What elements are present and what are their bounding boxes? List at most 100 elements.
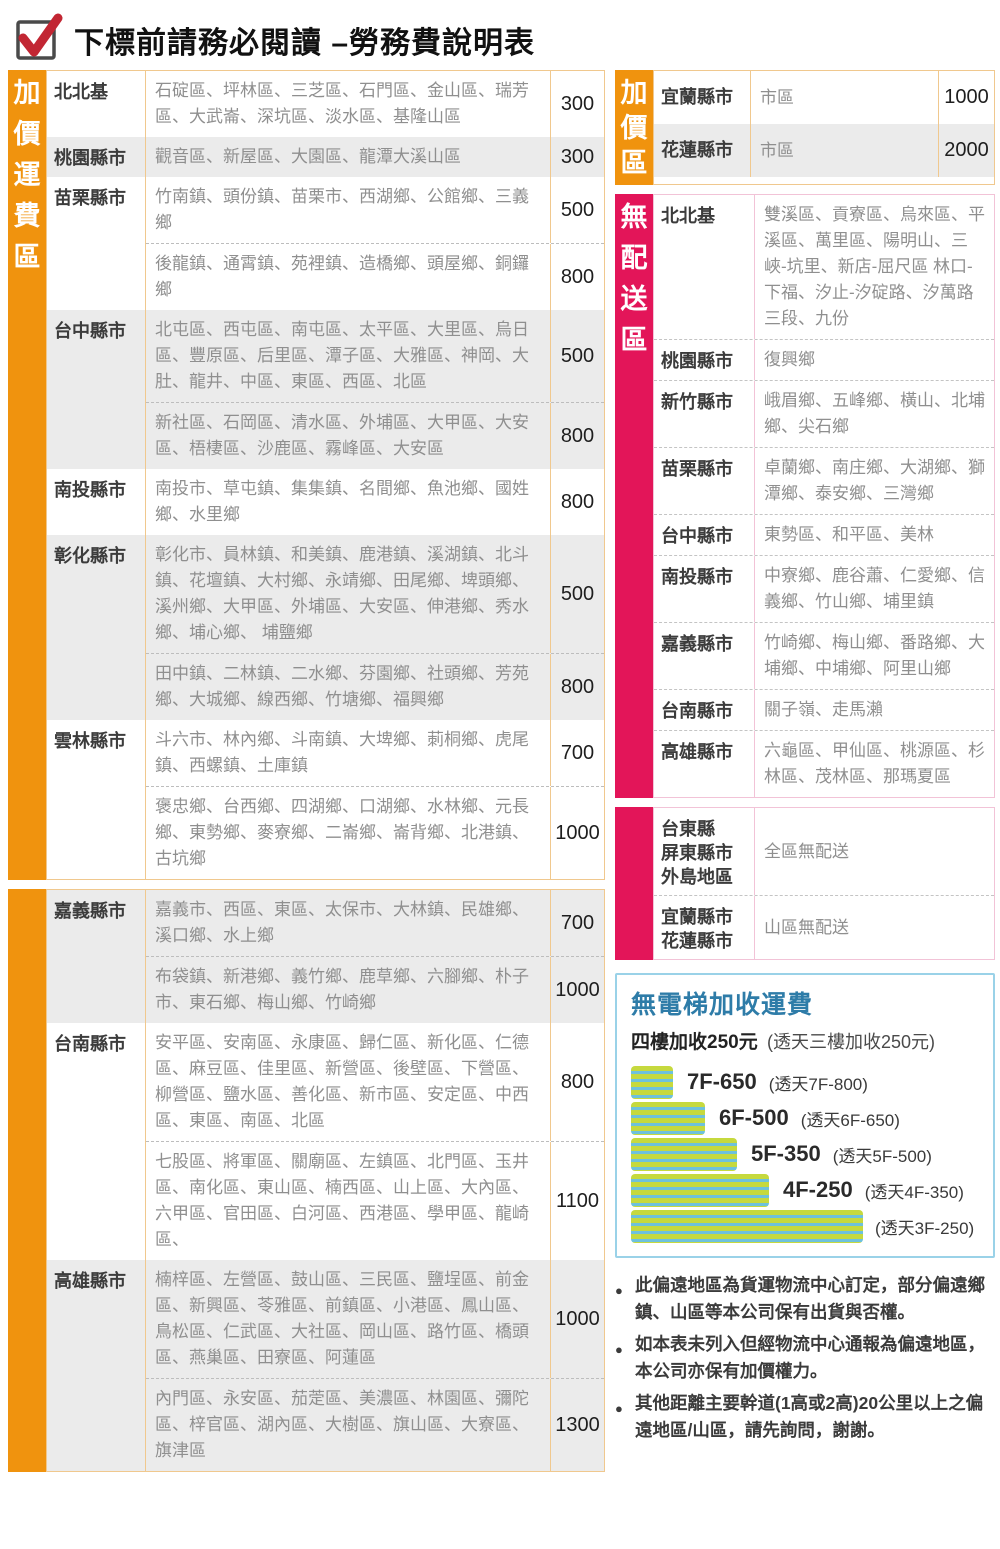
price-cell: 800 (550, 1023, 604, 1141)
entries-column: 石碇區、坪林區、三芝區、石門區、金山區、瑞芳區、大武崙、深坑區、淡水區、基隆山區… (145, 71, 604, 137)
table-row: 台東縣 屏東縣市 外島地區 全區無配送 (654, 808, 994, 895)
fee-entry-row: 褒忠鄉、台西鄉、四湖鄉、口湖鄉、水林鄉、元長鄉、東勢鄉、麥寮鄉、二崙鄉、崙背鄉、… (146, 786, 604, 879)
price-cell: 800 (550, 654, 604, 720)
price-cell: 1000 (550, 787, 604, 879)
footnote-text: 如本表未列入但經物流中心通報為偏遠地區，本公司亦保有加價權力。 (635, 1334, 985, 1381)
fee-entry-row: 楠梓區、左營區、鼓山區、三民區、鹽埕區、前金區、新興區、苓雅區、前鎮區、小港區、… (146, 1260, 604, 1378)
area-list-cell: 楠梓區、左營區、鼓山區、三民區、鹽埕區、前金區、新興區、苓雅區、前鎮區、小港區、… (155, 1270, 529, 1367)
area-list-text: 東勢區、和平區、美林 (764, 525, 934, 544)
no-delivery-table: 台東縣 屏東縣市 外島地區 全區無配送 宜蘭縣市 花蓮縣市 山區無配送 (653, 807, 995, 960)
footnotes: ● 此偏遠地區為貨運物流中心訂定，部分偏遠鄉鎮、山區等本公司保有出貨與否權。 ● 如本… (615, 1272, 995, 1444)
fee-entry-row: 南投市、草屯鎮、集集鎮、名間鄉、魚池鄉、國姓鄉、水里鄉 800 (146, 469, 604, 535)
fee-entry-row: 嘉義市、西區、東區、太保市、大林鎮、民雄鄉、溪口鄉、水上鄉 700 (146, 890, 604, 956)
table-row: 宜蘭縣市 花蓮縣市 山區無配送 (654, 895, 994, 959)
section-vertical-label (8, 889, 46, 1472)
fee-entry-row: 彰化市、員林鎮、和美鎮、鹿港鎮、溪湖鎮、北斗鎮、花壇鎮、大村鄉、永靖鄉、田尾鄉、… (146, 535, 604, 653)
fee-entry-row: 內門區、永安區、茄萣區、美濃區、林園區、彌陀區、梓官區、湖內區、大樹區、旗山區、… (146, 1378, 604, 1471)
area-list-cell: 東勢區、和平區、美林 (754, 515, 994, 555)
table-row: 台中縣市 北屯區、西屯區、南屯區、太平區、大里區、烏日區、豐原區、后里區、潭子區、… (47, 310, 604, 469)
region-name-cell: 嘉義縣市 (54, 901, 126, 921)
region-name-cell: 北北基 (661, 206, 715, 226)
fee-entry-row: 斗六市、林內鄉、斗南鎮、大埤鄉、莿桐鄉、虎尾鎮、西螺鎮、土庫鎮 700 (146, 720, 604, 786)
stair-step-bar (631, 1137, 737, 1171)
table-row: 桃園縣市 復興鄉 (654, 339, 994, 380)
area-list-cell: 竹崎鄉、梅山鄉、番路鄉、大埔鄉、中埔鄉、阿里山鄉 (754, 623, 994, 689)
region-name-cell: 台東縣 屏東縣市 外島地區 (661, 819, 733, 887)
elevator-box-subtitle: 四樓加收250元 (透天三樓加收250元) (631, 1027, 981, 1054)
fee-table: 嘉義縣市 嘉義市、西區、東區、太保市、大林鎮、民雄鄉、溪口鄉、水上鄉 700 布袋鎮、… (46, 889, 605, 1472)
region-name-cell: 北北基 (54, 82, 108, 102)
vertical-label-char: 加 (620, 78, 648, 108)
stair-step-bar (631, 1173, 769, 1207)
stair-step-row: 5F-350 (透天5F-500) (631, 1136, 981, 1172)
left-table-block: 加價運費區北北基 石碇區、坪林區、三芝區、石門區、金山區、瑞芳區、大武崙、深坑區、… (8, 70, 605, 880)
region-name-cell: 宜蘭縣市 花蓮縣市 (661, 907, 733, 951)
area-list-cell: 北屯區、西屯區、南屯區、太平區、大里區、烏日區、豐原區、后里區、潭子區、大雅區、… (155, 320, 529, 391)
fee-entry-row: 安平區、安南區、永康區、歸仁區、新化區、仁德區、麻豆區、佳里區、新營區、後壁區、… (146, 1023, 604, 1141)
left-table-block: 嘉義縣市 嘉義市、西區、東區、太保市、大林鎮、民雄鄉、溪口鄉、水上鄉 700 布袋鎮、… (8, 889, 605, 1472)
price-cell: 1300 (550, 1379, 604, 1471)
fee-entry-row: 七股區、將軍區、關廟區、左鎮區、北門區、玉井區、南化區、東山區、楠西區、山上區、… (146, 1141, 604, 1260)
area-list-cell: 嘉義市、西區、東區、太保市、大林鎮、民雄鄉、溪口鄉、水上鄉 (155, 900, 529, 945)
region-name-cell: 高雄縣市 (54, 1271, 126, 1291)
region-name-cell: 苗栗縣市 (54, 188, 126, 208)
stair-step-row: 4F-250 (透天4F-350) (631, 1172, 981, 1208)
area-list-cell: 中寮鄉、鹿谷蕭、仁愛鄉、信義鄉、竹山鄉、埔里鎮 (754, 556, 994, 622)
table-row: 北北基 雙溪區、貢寮區、烏來區、平溪區、萬里區、陽明山、三峽-坑里、新店-屈尺區 … (654, 195, 994, 339)
area-list-cell: 新社區、石岡區、清水區、外埔區、大甲區、大安區、梧棲區、沙鹿區、霧峰區、大安區 (155, 413, 529, 458)
area-list-cell: 市區 (750, 124, 938, 177)
region-name-cell: 南投縣市 (661, 567, 733, 587)
floor-fee-label: 7F-650 (687, 1069, 757, 1094)
footnote-item: ● 其他距離主要幹道(1高或2高)20公里以上之偏遠地區/山區，請先詢問，謝謝。 (615, 1390, 993, 1444)
checkbox-checked-icon (16, 13, 63, 60)
footnote-item: ● 此偏遠地區為貨運物流中心訂定，部分偏遠鄉鎮、山區等本公司保有出貨與否權。 (615, 1272, 993, 1326)
stair-step-bar (631, 1101, 705, 1135)
fee-entry-row: 後龍鎮、通霄鎮、苑裡鎮、造橋鄉、頭屋鄉、銅鑼鄉 800 (146, 243, 604, 310)
area-list-text: 關子嶺、走馬瀨 (764, 700, 883, 719)
table-row: 苗栗縣市 竹南鎮、頭份鎮、苗栗市、西湖鄉、公館鄉、三義鄉 500 後龍鎮、通霄鎮、苑裡… (47, 177, 604, 310)
entries-column: 安平區、安南區、永康區、歸仁區、新化區、仁德區、麻豆區、佳里區、新營區、後壁區、… (145, 1023, 604, 1260)
fee-entry-row: 田中鎮、二林鎮、二水鄉、芬園鄉、社頭鄉、芳苑鄉、大城鄉、線西鄉、竹塘鄉、福興鄉 8… (146, 653, 604, 720)
content: 加價運費區北北基 石碇區、坪林區、三芝區、石門區、金山區、瑞芳區、大武崙、深坑區、… (8, 70, 995, 1481)
fee-entry-row: 竹南鎮、頭份鎮、苗栗市、西湖鄉、公館鄉、三義鄉 500 (146, 177, 604, 243)
region-name-cell: 嘉義縣市 (661, 634, 733, 654)
surcharge-block: 加價區宜蘭縣市 市區 1000 花蓮縣市 市區 2000 (615, 70, 995, 185)
price-cell: 1000 (550, 957, 604, 1023)
no-delivery-table: 北北基 雙溪區、貢寮區、烏來區、平溪區、萬里區、陽明山、三峽-坑里、新店-屈尺區 … (653, 194, 995, 798)
region-name-cell: 南投縣市 (54, 480, 126, 500)
table-row: 北北基 石碇區、坪林區、三芝區、石門區、金山區、瑞芳區、大武崙、深坑區、淡水區、基… (47, 71, 604, 137)
price-cell: 1000 (938, 71, 994, 124)
price-cell: 500 (550, 177, 604, 243)
region-name-cell: 台中縣市 (661, 526, 733, 546)
table-row: 高雄縣市 六龜區、甲仙區、桃源區、杉林區、茂林區、那瑪夏區 (654, 730, 994, 797)
stair-step-row: 6F-500 (透天6F-650) (631, 1100, 981, 1136)
table-row: 嘉義縣市 嘉義市、西區、東區、太保市、大林鎮、民雄鄉、溪口鄉、水上鄉 700 布袋鎮、… (47, 890, 604, 1023)
section-vertical-label: 加價區 (615, 70, 653, 185)
price-cell: 300 (550, 71, 604, 137)
area-list-cell: 斗六市、林內鄉、斗南鎮、大埤鄉、莿桐鄉、虎尾鎮、西螺鎮、土庫鎮 (155, 730, 529, 775)
region-name-cell: 宜蘭縣市 (661, 87, 733, 107)
footnote-bullet: ● (615, 1283, 623, 1298)
stair-step-bar (631, 1209, 863, 1243)
price-cell: 300 (550, 137, 604, 177)
area-list-cell: 雙溪區、貢寮區、烏來區、平溪區、萬里區、陽明山、三峽-坑里、新店-屈尺區 林口-… (754, 195, 994, 339)
table-row: 嘉義縣市 竹崎鄉、梅山鄉、番路鄉、大埔鄉、中埔鄉、阿里山鄉 (654, 622, 994, 689)
fee-entry-row: 觀音區、新屋區、大園區、龍潭大溪山區 300 (146, 137, 604, 177)
vertical-label-char: 區 (13, 242, 41, 272)
area-list-cell: 內門區、永安區、茄萣區、美濃區、林園區、彌陀區、梓官區、湖內區、大樹區、旗山區、… (155, 1389, 529, 1460)
vertical-label-char: 送 (620, 284, 648, 314)
region-name-cell: 高雄縣市 (661, 742, 733, 762)
area-list-cell: 山區無配送 (754, 896, 994, 959)
area-list-cell: 復興鄉 (754, 340, 994, 380)
area-list-cell: 觀音區、新屋區、大園區、龍潭大溪山區 (155, 147, 461, 166)
entries-column: 楠梓區、左營區、鼓山區、三民區、鹽埕區、前金區、新興區、苓雅區、前鎮區、小港區、… (145, 1260, 604, 1471)
surcharge-table: 宜蘭縣市 市區 1000 花蓮縣市 市區 2000 (653, 70, 995, 185)
area-list-cell: 安平區、安南區、永康區、歸仁區、新化區、仁德區、麻豆區、佳里區、新營區、後壁區、… (155, 1033, 529, 1130)
region-name-cell: 桃園縣市 (54, 148, 126, 168)
table-row: 彰化縣市 彰化市、員林鎮、和美鎮、鹿港鎮、溪湖鎮、北斗鎮、花壇鎮、大村鄉、永靖鄉、… (47, 535, 604, 720)
section-vertical-label: 無配送區 (615, 194, 653, 798)
price-cell: 500 (550, 310, 604, 402)
section-vertical-label (615, 807, 653, 960)
area-list-text: 竹崎鄉、梅山鄉、番路鄉、大埔鄉、中埔鄉、阿里山鄉 (764, 633, 985, 678)
